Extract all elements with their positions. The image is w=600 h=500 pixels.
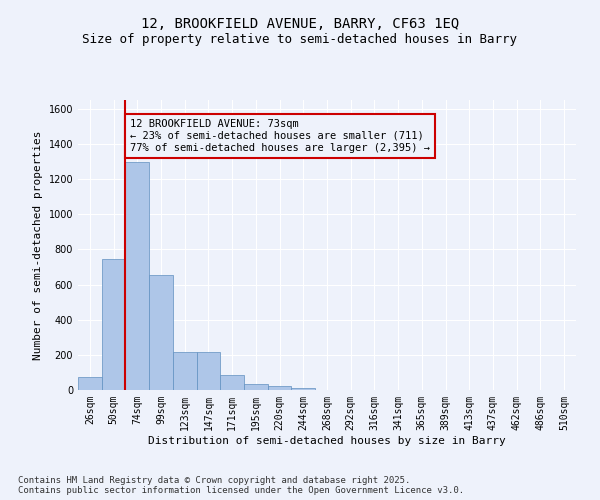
Bar — [197, 352, 220, 390]
Bar — [244, 384, 268, 390]
Bar — [125, 162, 149, 390]
Bar — [173, 352, 197, 390]
Bar — [78, 377, 102, 390]
Text: Size of property relative to semi-detached houses in Barry: Size of property relative to semi-detach… — [83, 32, 517, 46]
Text: 12 BROOKFIELD AVENUE: 73sqm
← 23% of semi-detached houses are smaller (711)
77% : 12 BROOKFIELD AVENUE: 73sqm ← 23% of sem… — [130, 120, 430, 152]
Bar — [149, 275, 173, 390]
Text: Contains HM Land Registry data © Crown copyright and database right 2025.
Contai: Contains HM Land Registry data © Crown c… — [18, 476, 464, 495]
Bar — [102, 259, 125, 390]
X-axis label: Distribution of semi-detached houses by size in Barry: Distribution of semi-detached houses by … — [148, 436, 506, 446]
Bar — [292, 388, 315, 390]
Y-axis label: Number of semi-detached properties: Number of semi-detached properties — [33, 130, 43, 360]
Text: 12, BROOKFIELD AVENUE, BARRY, CF63 1EQ: 12, BROOKFIELD AVENUE, BARRY, CF63 1EQ — [141, 18, 459, 32]
Bar — [220, 375, 244, 390]
Bar — [268, 386, 292, 390]
